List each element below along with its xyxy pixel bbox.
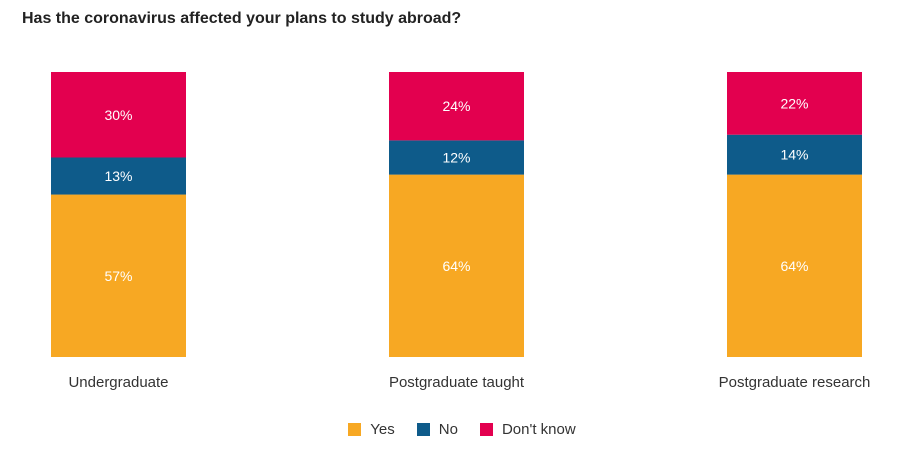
legend-item-no: No bbox=[416, 421, 458, 438]
data-label-postgraduate-research-yes: 64% bbox=[780, 258, 808, 274]
data-label-postgraduate-research-no: 14% bbox=[780, 147, 808, 163]
bar-postgraduate-taught-no bbox=[389, 140, 524, 175]
bar-postgraduate-research-no bbox=[727, 134, 862, 175]
data-label-postgraduate-research-dont-know: 22% bbox=[780, 95, 808, 111]
bar-postgraduate-taught-dont-know bbox=[389, 72, 524, 141]
chart-title: Has the coronavirus affected your plans … bbox=[22, 10, 462, 27]
category-label-postgraduate-taught: Postgraduate taught bbox=[389, 374, 525, 391]
stacked-bar-chart: 57% 13% 30% Undergraduate 64% 12% 24% Postgradu… bbox=[51, 72, 871, 391]
data-label-postgraduate-taught-yes: 64% bbox=[442, 258, 470, 274]
legend-label-no: No bbox=[438, 421, 458, 438]
data-label-postgraduate-taught-dont-know: 24% bbox=[442, 98, 470, 114]
bar-undergraduate-dont-know bbox=[51, 72, 186, 158]
category-label-postgraduate-research: Postgraduate research bbox=[719, 374, 871, 391]
category-label-undergraduate: Undergraduate bbox=[68, 374, 168, 391]
data-label-postgraduate-taught-no: 12% bbox=[442, 150, 470, 166]
legend-item-dont-know: Don't know bbox=[479, 421, 576, 438]
legend-swatch-dont-know bbox=[479, 423, 493, 436]
data-label-undergraduate-dont-know: 30% bbox=[104, 107, 132, 123]
legend-item-yes: Yes bbox=[348, 421, 395, 438]
legend-label-dont-know: Don't know bbox=[501, 421, 576, 438]
bar-postgraduate-research-yes bbox=[727, 174, 862, 357]
legend: Yes No Don't know bbox=[0, 421, 924, 438]
bar-undergraduate-no bbox=[51, 157, 186, 195]
bar-postgraduate-research-dont-know bbox=[727, 72, 862, 135]
bar-postgraduate-taught-yes bbox=[389, 174, 524, 357]
legend-label-yes: Yes bbox=[370, 421, 395, 438]
data-label-undergraduate-no: 13% bbox=[104, 168, 132, 184]
legend-swatch-yes bbox=[348, 423, 362, 436]
data-label-undergraduate-yes: 57% bbox=[104, 268, 132, 284]
legend-swatch-no bbox=[416, 423, 430, 436]
bar-undergraduate-yes bbox=[51, 194, 186, 357]
